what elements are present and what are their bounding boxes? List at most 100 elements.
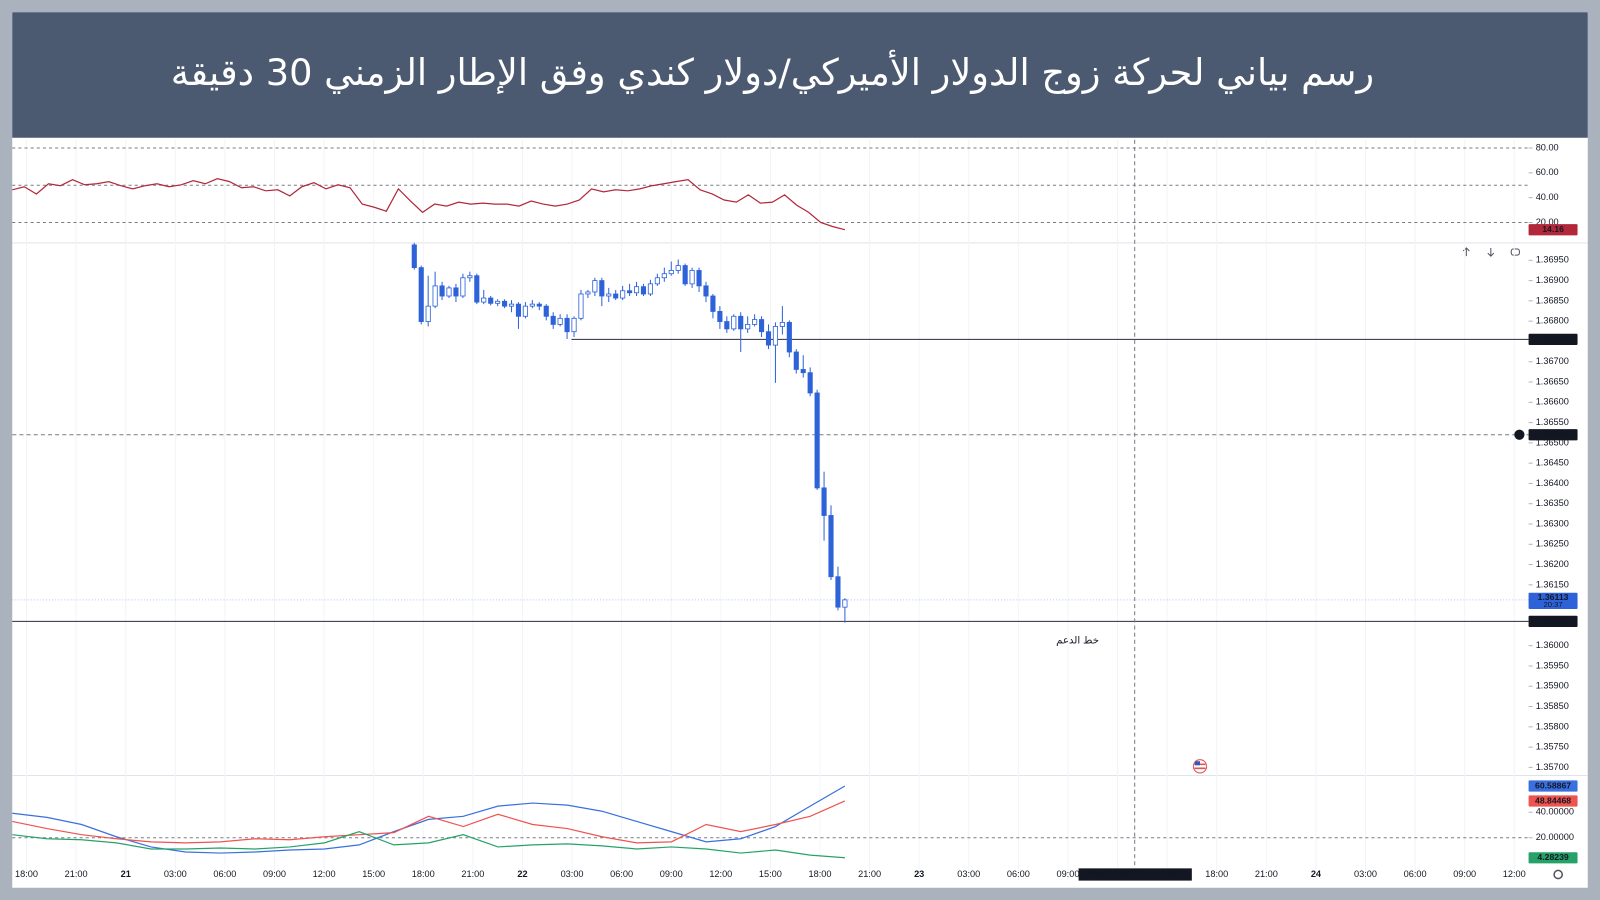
candle-body (772, 326, 779, 346)
x-tick-label: 12:00 (313, 869, 336, 879)
candle-body (474, 275, 480, 303)
y-tick-label: 1.35700 (1536, 762, 1569, 772)
y-tick-label: 1.35800 (1536, 721, 1569, 731)
candle-body (418, 267, 424, 322)
x-tick-label: 12:00 (709, 869, 732, 879)
settings-button[interactable] (1553, 869, 1564, 880)
candle-body (661, 273, 667, 279)
price-label: 1.36060 (1537, 616, 1568, 626)
candle-body (779, 321, 785, 327)
x-tick-label: 03:00 (561, 869, 584, 879)
price-label-bg (1528, 333, 1578, 346)
x-tick-label: 24 (1311, 869, 1322, 879)
y-tick-label: 1.36400 (1536, 478, 1569, 488)
price-label-bg (1528, 224, 1578, 236)
candle-body (731, 315, 737, 330)
crosshair-time-bg (1078, 868, 1192, 881)
y-tick-label: 40.00000 (1536, 807, 1574, 817)
x-tick-label: 03:00 (957, 869, 980, 879)
candle-body (654, 277, 660, 285)
candle-body (453, 287, 459, 297)
event-flag[interactable] (1192, 759, 1208, 774)
x-tick-label: 18:00 (1205, 869, 1228, 879)
y-tick-label: 1.36300 (1536, 518, 1569, 528)
y-tick-label: 40.00 (1536, 192, 1559, 202)
y-tick-label: 1.35850 (1536, 701, 1569, 711)
candle-body (564, 317, 570, 333)
price-label-bg (1528, 852, 1578, 864)
x-tick-label: 23 (914, 869, 924, 879)
price-label: 1.36520 (1537, 429, 1568, 439)
price-label: 48.84468 (1535, 795, 1571, 805)
candle-body (682, 265, 688, 285)
y-tick-label: 1.36200 (1536, 559, 1569, 569)
candle-body (571, 317, 577, 333)
candle-body (432, 285, 438, 307)
y-tick-label: 1.36450 (1536, 458, 1569, 468)
candle-body (488, 297, 494, 304)
y-tick-label: 1.36800 (1536, 316, 1569, 326)
x-tick-label: 22 (517, 869, 527, 879)
support-annotation: خط الدعم (1056, 635, 1099, 646)
candle-body (703, 285, 709, 297)
x-tick-label: 18:00 (15, 869, 38, 879)
candle-body (807, 372, 813, 394)
price-label: 14.16 (1542, 224, 1564, 234)
price-label-bg (1528, 429, 1578, 441)
candle-body (765, 331, 772, 346)
x-tick-label: 15:00 (759, 869, 782, 879)
x-tick-label: 03:00 (164, 869, 187, 879)
candle-body (793, 351, 799, 370)
y-tick-label: 20.00000 (1536, 832, 1574, 842)
y-tick-label: 1.36550 (1536, 417, 1569, 427)
candle-body (668, 270, 674, 275)
candle-body (522, 305, 528, 317)
candle-body (717, 311, 723, 322)
y-tick-label: 1.36150 (1536, 579, 1569, 589)
price-label: 60.58867 (1535, 780, 1571, 790)
move-down-button[interactable] (1487, 247, 1495, 257)
candle-body (745, 324, 751, 330)
flag-canton (1194, 761, 1200, 766)
y-tick-label: 1.36500 (1536, 437, 1569, 447)
y-tick-label: 1.35750 (1536, 742, 1569, 752)
candle-body (758, 319, 765, 333)
y-tick-label: 1.35900 (1536, 681, 1569, 691)
candle-body (647, 283, 653, 295)
x-tick-label: 12:00 (1503, 869, 1526, 879)
candle-body (620, 290, 626, 299)
y-tick-label: 20.00 (1536, 217, 1559, 227)
candle-body (689, 270, 695, 285)
candle-body (814, 392, 820, 489)
candle-body (550, 315, 556, 325)
x-tick-label: 21:00 (461, 869, 484, 879)
y-tick-label: 1.36250 (1536, 539, 1569, 549)
y-tick-label: 1.36600 (1536, 397, 1569, 407)
candle-body (752, 319, 758, 325)
y-tick-label: 1.36900 (1536, 275, 1569, 285)
y-tick-label: 1.36850 (1536, 295, 1569, 305)
candle-body (585, 291, 591, 295)
indicator-line (12, 178, 846, 231)
candle-body (446, 287, 452, 297)
maximize-button[interactable] (1510, 248, 1520, 256)
y-tick-label: 1.36350 (1536, 498, 1569, 508)
x-tick-label: 21:00 (1255, 869, 1278, 879)
x-tick-label: 09:00 (1056, 869, 1079, 879)
candle-body (599, 280, 605, 297)
add-alert-button[interactable] (1514, 429, 1525, 440)
x-tick-label: 21:00 (858, 869, 881, 879)
candle-body (460, 277, 466, 297)
candle-body (800, 369, 806, 374)
candle-body (495, 300, 501, 304)
x-tick-label: 18:00 (809, 869, 832, 879)
x-tick-label: 03:00 (1354, 869, 1377, 879)
y-tick-label: 1.35950 (1536, 660, 1569, 670)
price-label-bg (1528, 592, 1578, 610)
x-tick-label: 21 (121, 869, 131, 879)
candle-body (828, 515, 834, 578)
candle-body (842, 599, 848, 608)
price-label: 1.36755 (1537, 334, 1568, 344)
x-tick-label: 21:00 (65, 869, 88, 879)
